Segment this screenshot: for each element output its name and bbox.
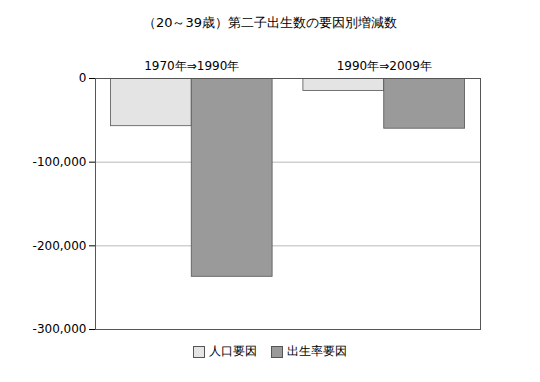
- html-text:人口要因: 人口要因: [209, 344, 257, 358]
- html-text:（20～39歳）第二子出生数の要因別増減数: （20～39歳）第二子出生数の要因別増減数: [143, 15, 397, 30]
- svg-text:0: 0: [79, 71, 87, 85]
- svg-text:-300,000: -300,000: [33, 322, 87, 336]
- svg-text:1970年⇒1990年: 1970年⇒1990年: [144, 59, 239, 73]
- html-text:出生率要因: 出生率要因: [287, 344, 347, 358]
- svg-text:-100,000: -100,000: [33, 155, 87, 169]
- svg-text:-200,000: -200,000: [33, 239, 87, 253]
- svg-text:1990年⇒2009年: 1990年⇒2009年: [337, 59, 432, 73]
